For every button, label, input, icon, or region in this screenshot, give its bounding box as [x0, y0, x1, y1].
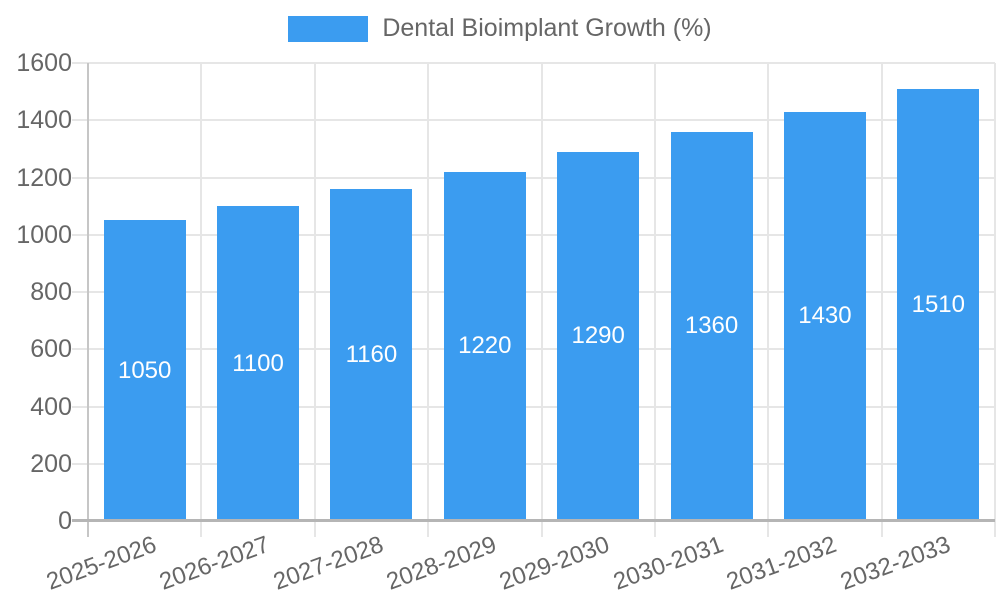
y-axis-tick-mark: [72, 119, 88, 122]
x-axis-label: 2030-2031: [609, 531, 727, 596]
bar[interactable]: [670, 131, 753, 521]
legend-swatch-icon: [288, 15, 369, 42]
x-axis-label: 2031-2032: [723, 531, 841, 596]
x-axis-tick-mark: [313, 521, 316, 537]
x-axis-label: 2026-2027: [156, 531, 274, 596]
y-axis-tick-mark: [72, 62, 88, 64]
x-axis-label: 2028-2029: [382, 531, 501, 596]
y-axis-line: [87, 63, 89, 537]
x-axis-tick-mark: [994, 521, 996, 537]
y-axis-label: 1200: [16, 163, 72, 192]
x-axis-label: 2032-2033: [836, 531, 954, 596]
y-axis-tick-mark: [72, 176, 88, 179]
x-axis-tick-mark: [767, 521, 770, 537]
bar[interactable]: [217, 206, 300, 521]
bar-value-label: 1220: [458, 332, 512, 360]
y-axis-label: 600: [30, 335, 72, 364]
legend[interactable]: Dental Bioimplant Growth (%): [0, 14, 1000, 43]
x-axis-label: 2027-2028: [269, 531, 387, 596]
x-axis-label: 2029-2030: [496, 531, 614, 596]
gridline-vertical: [767, 63, 770, 521]
bar[interactable]: [330, 188, 413, 521]
x-axis-tick-mark: [427, 521, 430, 537]
bar-value-label: 1290: [571, 322, 625, 350]
x-axis-tick-mark: [200, 521, 203, 537]
gridline-vertical: [880, 63, 883, 521]
bar-value-label: 1360: [684, 312, 739, 340]
bar-value-label: 1510: [911, 290, 965, 318]
x-axis-label: 2025-2026: [42, 531, 160, 596]
bar[interactable]: [103, 220, 186, 521]
x-axis-tick-mark: [653, 521, 656, 537]
y-axis-label: 0: [58, 507, 72, 535]
x-axis-tick-mark: [880, 521, 883, 537]
bar[interactable]: [557, 151, 640, 521]
y-axis-label: 800: [30, 278, 72, 306]
legend-label: Dental Bioimplant Growth (%): [382, 14, 712, 42]
y-axis-label: 200: [30, 449, 72, 478]
gridline-vertical: [200, 63, 203, 521]
bar-value-label: 1430: [798, 302, 852, 330]
y-axis-tick-mark: [72, 291, 88, 293]
y-axis-tick-mark: [72, 462, 88, 465]
gridline-vertical: [653, 63, 656, 521]
y-axis-tick-mark: [72, 405, 88, 408]
x-axis-line: [72, 519, 995, 522]
y-axis-tick-mark: [72, 233, 88, 236]
gridline-vertical: [427, 63, 430, 521]
bar-value-label: 1050: [117, 356, 172, 384]
y-axis-label: 1400: [16, 106, 72, 135]
gridline-vertical: [540, 63, 543, 521]
y-axis-tick-mark: [72, 348, 88, 351]
x-axis-tick-mark: [540, 521, 543, 537]
bar-value-label: 1160: [345, 340, 398, 368]
bar-value-label: 1100: [232, 349, 284, 377]
y-axis-label: 1600: [16, 49, 72, 77]
gridline-vertical: [313, 63, 316, 521]
bar[interactable]: [897, 88, 980, 521]
y-axis-label: 400: [30, 392, 72, 421]
gridline-vertical: [994, 63, 996, 521]
bar[interactable]: [443, 171, 526, 521]
y-axis-label: 1000: [16, 220, 72, 249]
bar[interactable]: [783, 111, 866, 521]
